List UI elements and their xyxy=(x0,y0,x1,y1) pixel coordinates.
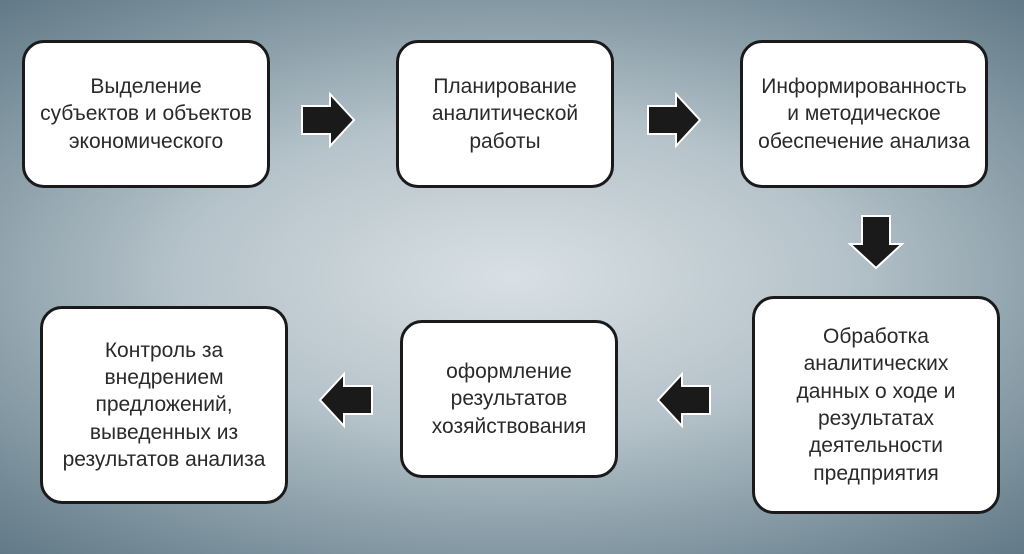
arrow-down-icon xyxy=(848,214,904,270)
arrow-left-icon xyxy=(318,372,374,428)
node-3: Информированность и методическое обеспеч… xyxy=(740,40,988,188)
node-1: Выделение субъектов и объектов экономиче… xyxy=(22,40,270,188)
arrow-right-icon xyxy=(646,92,702,148)
node-4: Обработка аналитических данных о ходе и … xyxy=(752,296,1000,514)
node-6: Контроль за внедрением предложений, выве… xyxy=(40,306,288,504)
node-2: Планирование аналитической работы xyxy=(396,40,614,188)
flowchart-canvas: Выделение субъектов и объектов экономиче… xyxy=(0,0,1024,554)
arrow-left-icon xyxy=(656,372,712,428)
node-5: оформление результатов хозяйствования xyxy=(400,320,618,478)
arrow-right-icon xyxy=(300,92,356,148)
